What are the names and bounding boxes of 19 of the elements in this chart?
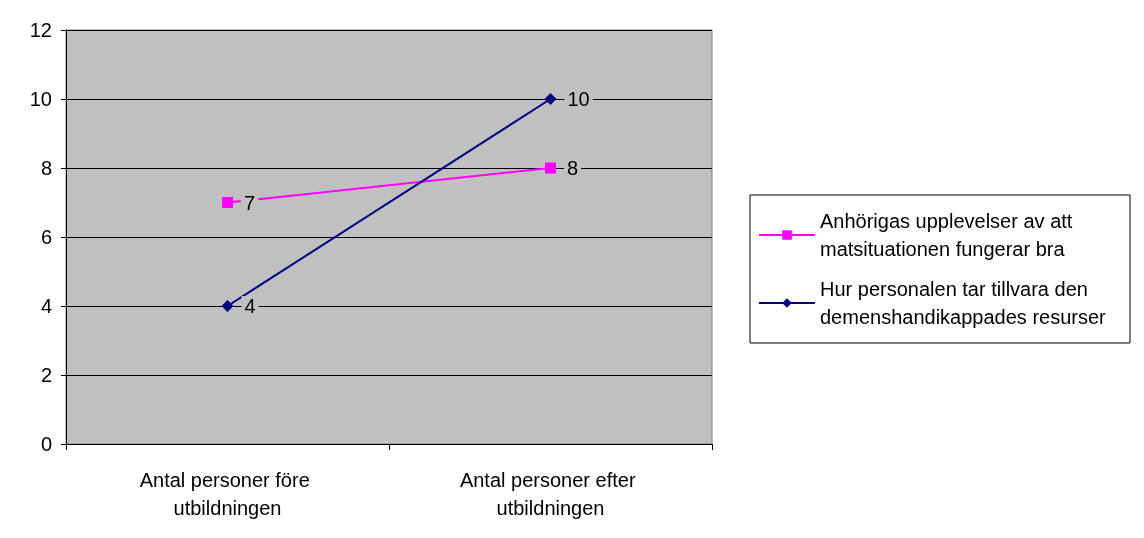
y-tick-label: 10 bbox=[29, 88, 52, 110]
data-label: 10 bbox=[567, 88, 590, 110]
y-tick-label: 8 bbox=[40, 157, 52, 179]
legend-label: Hur personalen tar tillvara den demenshandikappades resurser bbox=[820, 278, 1107, 328]
data-label: 7 bbox=[244, 191, 256, 214]
y-tick-label: 0 bbox=[40, 433, 52, 455]
y-tick-label: 6 bbox=[40, 226, 52, 248]
y-tick-label: 12 bbox=[29, 19, 52, 41]
y-tick-label: 4 bbox=[40, 295, 52, 317]
data-label: 8 bbox=[567, 157, 579, 179]
point bbox=[544, 93, 557, 105]
point bbox=[222, 197, 233, 208]
x-tick-label: Antal personer före utbildningen bbox=[139, 469, 316, 519]
point bbox=[221, 300, 234, 312]
data-label: 4 bbox=[244, 295, 256, 317]
y-tick-label: 2 bbox=[40, 364, 52, 386]
legend-label: Anhörigas upplevelser av att matsituationen fungerar bra bbox=[820, 210, 1078, 260]
x-tick-label: Antal personer efter utbildningen bbox=[459, 469, 642, 519]
point bbox=[545, 162, 556, 174]
